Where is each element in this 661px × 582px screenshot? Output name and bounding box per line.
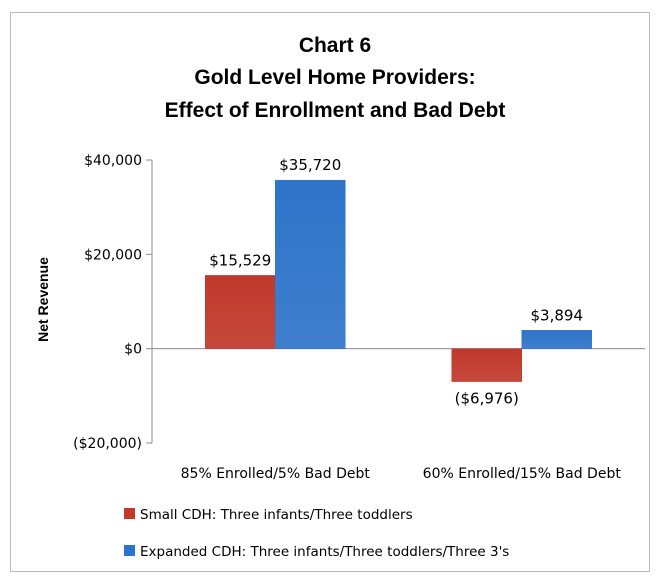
y-tick-label: $0 <box>124 342 142 358</box>
category-label: 60% Enrolled/15% Bad Debt <box>423 466 622 482</box>
data-label: $3,894 <box>531 306 584 324</box>
bar-series-1-cat-1 <box>205 275 276 349</box>
legend-entry-2: Expanded CDH: Three infants/Three toddle… <box>140 544 509 560</box>
y-tick-label: ($20,000) <box>73 436 142 452</box>
chart-title-line-2: Gold Level Home Providers: <box>194 66 475 89</box>
category-label: 85% Enrolled/5% Bad Debt <box>181 466 371 482</box>
y-tick-label: $20,000 <box>84 247 142 263</box>
bar-series-1-cat-2 <box>451 348 522 382</box>
legend-swatch-2 <box>124 545 135 556</box>
data-label: $15,529 <box>209 251 271 269</box>
y-axis-label: Net Revenue <box>35 257 51 342</box>
chart-title-line-3: Effect of Enrollment and Bad Debt <box>165 99 506 122</box>
bar-series-2-cat-1 <box>275 179 346 349</box>
y-tick-label: $40,000 <box>84 153 142 169</box>
legend-entry-1: Small CDH: Three infants/Three toddlers <box>140 507 413 523</box>
chart-title-line-1: Chart 6 <box>299 34 371 57</box>
legend-swatch-1 <box>124 508 135 519</box>
data-label: ($6,976) <box>455 390 519 408</box>
data-label: $35,720 <box>279 156 341 174</box>
bar-series-2-cat-2 <box>521 330 592 349</box>
